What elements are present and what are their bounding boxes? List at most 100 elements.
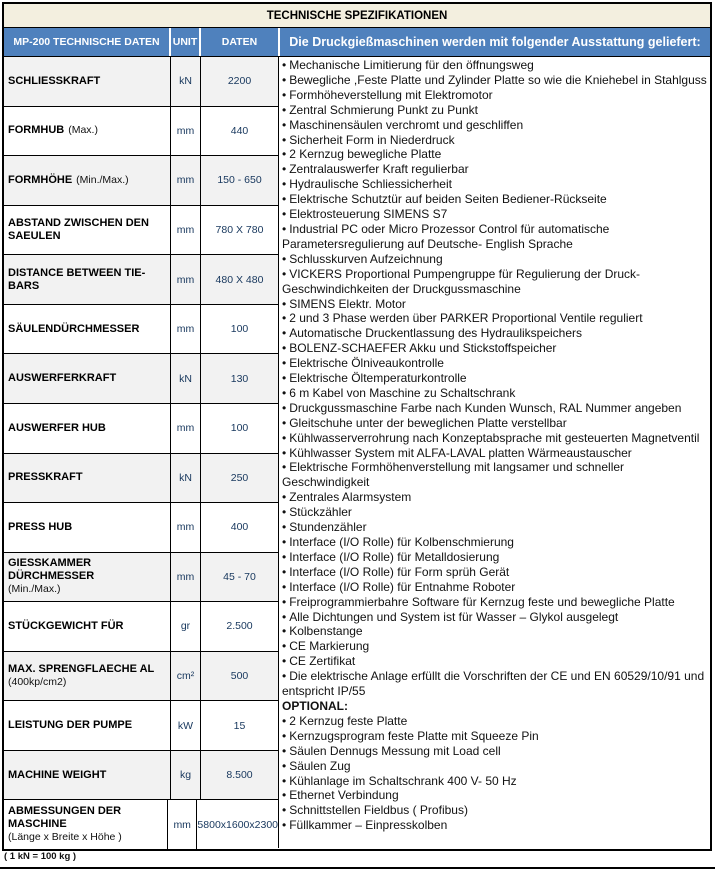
feature-item: • BOLENZ-SCHAEFER Akku und Stickstoffspei… bbox=[282, 341, 708, 356]
feature-item: • SIMENS Elektr. Motor bbox=[282, 297, 708, 312]
feature-text: Schlusskurven Aufzeichnung bbox=[289, 251, 443, 266]
feature-text: Interface (I/O Rolle) für Form sprüh Ger… bbox=[289, 564, 510, 579]
spec-label: MAX. SPRENGFLAECHE AL bbox=[8, 663, 155, 676]
bullet-icon: • bbox=[282, 221, 287, 236]
bullet-icon: • bbox=[282, 207, 287, 222]
feature-item: • Schnittstellen Fieldbus ( Profibus) bbox=[282, 803, 708, 818]
spec-table: TECHNISCHE SPEZIFIKATIONEN MP-200 TECHNI… bbox=[2, 2, 712, 851]
bullet-icon: • bbox=[282, 177, 287, 192]
optional-section-heading: OPTIONAL: bbox=[282, 698, 348, 713]
feature-text: Kühlwasserverrohrung nach Konzeptabsprac… bbox=[289, 430, 700, 445]
table-row: ABMESSUNGEN DER MASCHINE (Länge x Breite… bbox=[4, 800, 278, 849]
table-row: PRESS HUB mm 400 bbox=[4, 503, 278, 553]
feature-text: VICKERS Proportional Pumpengruppe für Re… bbox=[282, 266, 641, 296]
feature-text: Interface (I/O Rolle) für Kolbenschmieru… bbox=[289, 535, 514, 549]
feature-text: Elektrosteuerung SIMENS S7 bbox=[289, 207, 448, 222]
bullet-icon: • bbox=[282, 371, 287, 386]
spec-value: 2.500 bbox=[226, 620, 253, 633]
spec-rows: SCHLIESSKRAFT kN 2200 FORMHUB (Max.) mm … bbox=[4, 56, 278, 849]
feature-item: • Mechanische Limitierung für den öffnung… bbox=[282, 58, 708, 73]
feature-text: Alle Dichtungen und System ist für Wasse… bbox=[289, 609, 619, 624]
spec-label-cell: LEISTUNG DER PUMPE bbox=[4, 701, 171, 750]
feature-text: Sicherheit Form in Niederdruck bbox=[289, 132, 455, 147]
bullet-icon: • bbox=[282, 385, 287, 400]
feature-text: 6 m Kabel von Maschine zu Schaltschrank bbox=[289, 385, 516, 400]
spec-value: 2200 bbox=[227, 75, 252, 88]
feature-item: • Interface (I/O Rolle) für Entnahme Robo… bbox=[282, 580, 708, 595]
feature-text: Stückzähler bbox=[289, 505, 352, 520]
spec-unit: mm bbox=[168, 800, 198, 849]
feature-text: Druckgussmaschine Farbe nach Kunden Wuns… bbox=[289, 400, 682, 415]
feature-text: Die elektrische Anlage erfüllt die Vorsc… bbox=[282, 669, 705, 699]
feature-item: • Interface (I/O Rolle) für Metalldosieru… bbox=[282, 550, 708, 565]
feature-text: Freiprogrammierbahre Software für Kernzu… bbox=[289, 594, 675, 609]
specs-column: MP-200 TECHNISCHE DATEN UNIT DATEN SCHLI… bbox=[4, 28, 278, 849]
spec-label: DISTANCE BETWEEN TIE-BARS bbox=[8, 266, 146, 292]
bullet-icon: • bbox=[282, 669, 287, 684]
feature-text: Gleitschuhe unter der beweglichen Platte… bbox=[289, 415, 567, 430]
bullet-icon: • bbox=[282, 192, 287, 207]
feature-item: • CE Markierung bbox=[282, 639, 708, 654]
spec-sublabel: (Min./Max.) bbox=[8, 583, 61, 596]
specs-header-row: MP-200 TECHNISCHE DATEN UNIT DATEN bbox=[4, 28, 278, 56]
spec-unit: kW bbox=[171, 701, 201, 750]
bullet-icon: • bbox=[282, 579, 287, 594]
feature-text: Zentralauswerfer Kraft regulierbar bbox=[289, 162, 469, 177]
spec-unit: kN bbox=[171, 453, 201, 503]
bullet-icon: • bbox=[282, 102, 287, 117]
spec-value: 100 bbox=[230, 323, 249, 336]
spec-label-cell: ABMESSUNGEN DER MASCHINE (Länge x Breite… bbox=[4, 800, 168, 849]
bullet-icon: • bbox=[282, 87, 287, 102]
spec-label: LEISTUNG DER PUMPE bbox=[8, 719, 133, 732]
bullet-icon: • bbox=[282, 266, 287, 281]
spec-label: FORMHÖHE bbox=[8, 173, 73, 186]
bullet-icon: • bbox=[282, 430, 287, 445]
feature-text: CE Zertifikat bbox=[289, 654, 356, 669]
spec-unit: cm² bbox=[171, 651, 201, 701]
spec-label-cell: FORMHUB (Max.) bbox=[4, 106, 171, 156]
spec-label-cell: SCHLIESSKRAFT bbox=[4, 57, 171, 106]
table-body: MP-200 TECHNISCHE DATEN UNIT DATEN SCHLI… bbox=[4, 28, 710, 849]
table-row: SCHLIESSKRAFT kN 2200 bbox=[4, 57, 278, 107]
bullet-icon: • bbox=[282, 535, 287, 549]
spec-unit: mm bbox=[171, 304, 201, 354]
table-row: MAX. SPRENGFLAECHE AL (400kp/cm2) cm² 50… bbox=[4, 651, 278, 702]
spec-label: FORMHUB bbox=[8, 124, 65, 137]
unit-conversion-note: ( 1 kN = 100 kg ) bbox=[4, 851, 77, 862]
bullet-icon: • bbox=[282, 564, 287, 579]
bullet-icon: • bbox=[282, 58, 287, 72]
feature-item: • VICKERS Proportional Pumpengruppe für R… bbox=[282, 267, 708, 297]
feature-item: • Zentralauswerfer Kraft regulierbar bbox=[282, 162, 708, 177]
spec-value: 8.500 bbox=[226, 769, 253, 782]
spec-unit: mm bbox=[171, 205, 201, 255]
bullet-icon: • bbox=[282, 400, 287, 415]
spec-label: AUSWERFERKRAFT bbox=[8, 372, 117, 385]
spec-value: 780 X 780 bbox=[215, 223, 264, 236]
feature-text: Elektrische Formhöhenverstellung mit lan… bbox=[282, 460, 625, 490]
spec-label-cell: FORMHÖHE (Min./Max.) bbox=[4, 156, 171, 205]
bullet-icon: • bbox=[282, 147, 287, 162]
feature-text: Füllkammer – Einpresskolben bbox=[289, 818, 448, 833]
feature-item: • CE Zertifikat bbox=[282, 654, 708, 669]
spec-label-cell: PRESSKRAFT bbox=[4, 453, 171, 503]
bullet-icon: • bbox=[282, 713, 287, 728]
feature-text: Interface (I/O Rolle) für Entnahme Robot… bbox=[289, 579, 516, 594]
feature-item: • 2 Kernzug feste Platte bbox=[282, 714, 708, 729]
feature-item: • Säulen Zug bbox=[282, 759, 708, 774]
spec-value: 15 bbox=[233, 719, 246, 732]
spec-unit: mm bbox=[171, 403, 201, 453]
table-row: PRESSKRAFT kN 250 bbox=[4, 453, 278, 504]
feature-text: Kühlanlage im Schaltschrank 400 V- 50 Hz bbox=[289, 773, 517, 788]
spec-value: 5800x1600x2300 bbox=[197, 818, 278, 831]
bullet-icon: • bbox=[282, 311, 287, 326]
spec-label-cell: PRESS HUB bbox=[4, 503, 171, 552]
spec-sublabel: (Länge x Breite x Höhe ) bbox=[8, 831, 122, 844]
spec-label-cell: MAX. SPRENGFLAECHE AL (400kp/cm2) bbox=[4, 651, 171, 701]
table-row: ABSTAND ZWISCHEN DEN SAEULEN mm 780 X 78… bbox=[4, 205, 278, 256]
spec-label-cell: ABSTAND ZWISCHEN DEN SAEULEN bbox=[4, 205, 171, 255]
bullet-icon: • bbox=[282, 132, 287, 147]
bullet-icon: • bbox=[282, 415, 287, 430]
feature-item: • Maschinensäulen verchromt und geschliff… bbox=[282, 118, 708, 133]
bullet-icon: • bbox=[282, 251, 287, 266]
bullet-icon: • bbox=[282, 162, 287, 177]
